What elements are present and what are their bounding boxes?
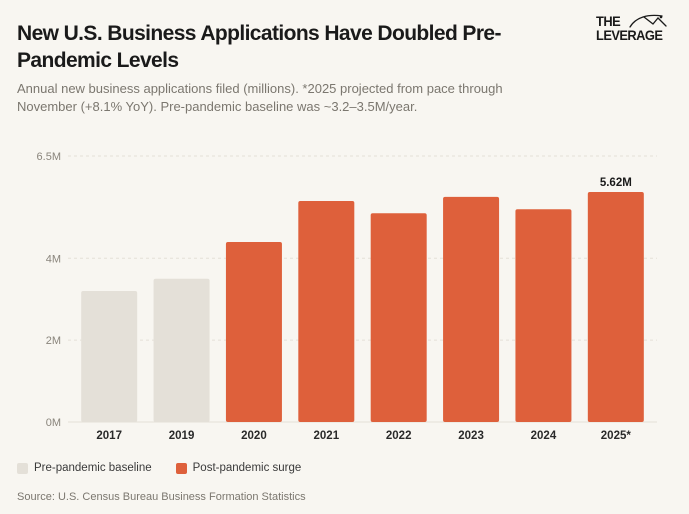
data-label: 5.62M (600, 177, 632, 189)
logo-bird-icon (629, 14, 667, 28)
x-tick-label: 2024 (531, 430, 557, 442)
bar (515, 209, 572, 422)
bar (153, 278, 210, 422)
bar (587, 192, 644, 422)
y-tick-label: 0M (46, 417, 61, 429)
chart-legend: Pre-pandemic baseline Post-pandemic surg… (17, 460, 325, 476)
y-tick-label: 4M (46, 253, 61, 265)
x-tick-label: 2019 (169, 430, 195, 442)
bar (370, 213, 427, 422)
bar (298, 201, 355, 422)
x-tick-label: 2020 (241, 430, 267, 442)
x-tick-label: 2023 (458, 430, 484, 442)
logo-line-2: LEVERAGE (596, 27, 663, 43)
legend-item-pre: Pre-pandemic baseline (17, 462, 152, 474)
x-tick-label: 2021 (314, 430, 340, 442)
y-tick-label: 6.5M (37, 151, 61, 163)
chart-title: New U.S. Business Applications Have Doub… (17, 22, 501, 72)
legend-swatch-pre (17, 462, 28, 474)
bar (225, 241, 282, 422)
legend-label-pre: Pre-pandemic baseline (34, 462, 152, 474)
x-tick-label: 2025* (601, 430, 632, 442)
source-note: Source: U.S. Census Bureau Business Form… (17, 491, 306, 503)
bar (81, 291, 138, 422)
legend-swatch-post (175, 462, 187, 474)
chart-subtitle: Annual new business applications filed (… (17, 81, 503, 114)
x-tick-label: 2022 (386, 430, 412, 442)
y-tick-label: 2M (46, 335, 61, 347)
brand-logo: THE LEVERAGE (596, 12, 678, 46)
legend-item-post: Post-pandemic surge (175, 462, 302, 474)
bar-chart: 0M 2M 4M 6.5M 2017 2019 2020 2021 2022 2023 2024 20… (37, 151, 657, 442)
logo-line-1: THE (596, 13, 621, 29)
legend-label-post: Post-pandemic surge (192, 462, 302, 474)
bar (443, 196, 500, 422)
x-tick-label: 2017 (96, 430, 122, 442)
